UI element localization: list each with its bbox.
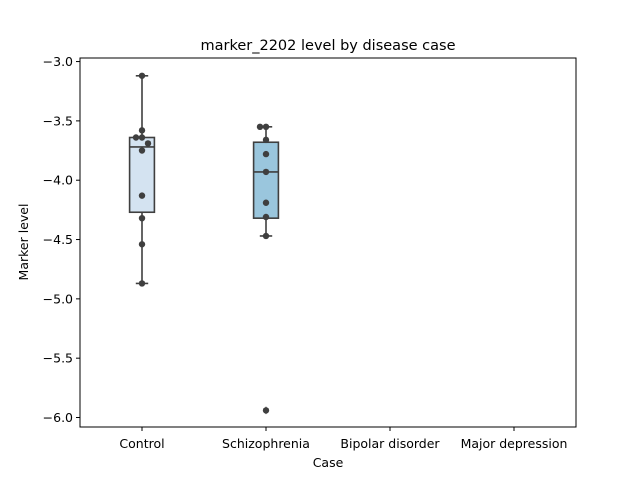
x-tick-label: Bipolar disorder [340,436,440,451]
data-point [138,72,146,79]
data-point [262,123,270,131]
data-point [138,134,146,141]
y-tick-label: −5.0 [43,291,73,306]
y-tick-label: −3.5 [43,113,73,128]
data-point [138,192,146,199]
x-tick-label: Control [119,436,164,451]
x-tick-label: Schizophrenia [222,436,310,451]
x-tick-label: Major depression [461,436,568,451]
data-point [144,140,152,147]
data-point [262,232,270,240]
data-point [138,280,146,287]
data-point [138,241,146,248]
plot-area: −3.0 −3.5 −4.0 −4.5 −5.0 −5.5 −6.0 Control Schiz… [43,54,568,451]
data-point [256,123,264,131]
data-point [138,127,146,134]
y-tick-label: −6.0 [43,410,73,425]
chart-title: marker_2202 level by disease case [201,38,456,54]
data-point [132,134,140,141]
data-point [262,213,270,221]
data-point [262,136,270,144]
y-tick-label: −5.5 [43,351,73,366]
y-tick-label: −3.0 [43,54,73,69]
data-point [262,168,270,176]
x-axis-label: Case [313,455,344,470]
y-tick-label: −4.5 [43,232,73,247]
y-axis-label: Marker level [16,204,31,281]
data-point [138,147,146,154]
data-point [262,407,270,414]
axes-frame [79,57,577,428]
data-point [262,150,270,158]
data-point [262,199,270,206]
y-tick-label: −4.0 [43,173,73,188]
data-point [138,214,146,222]
